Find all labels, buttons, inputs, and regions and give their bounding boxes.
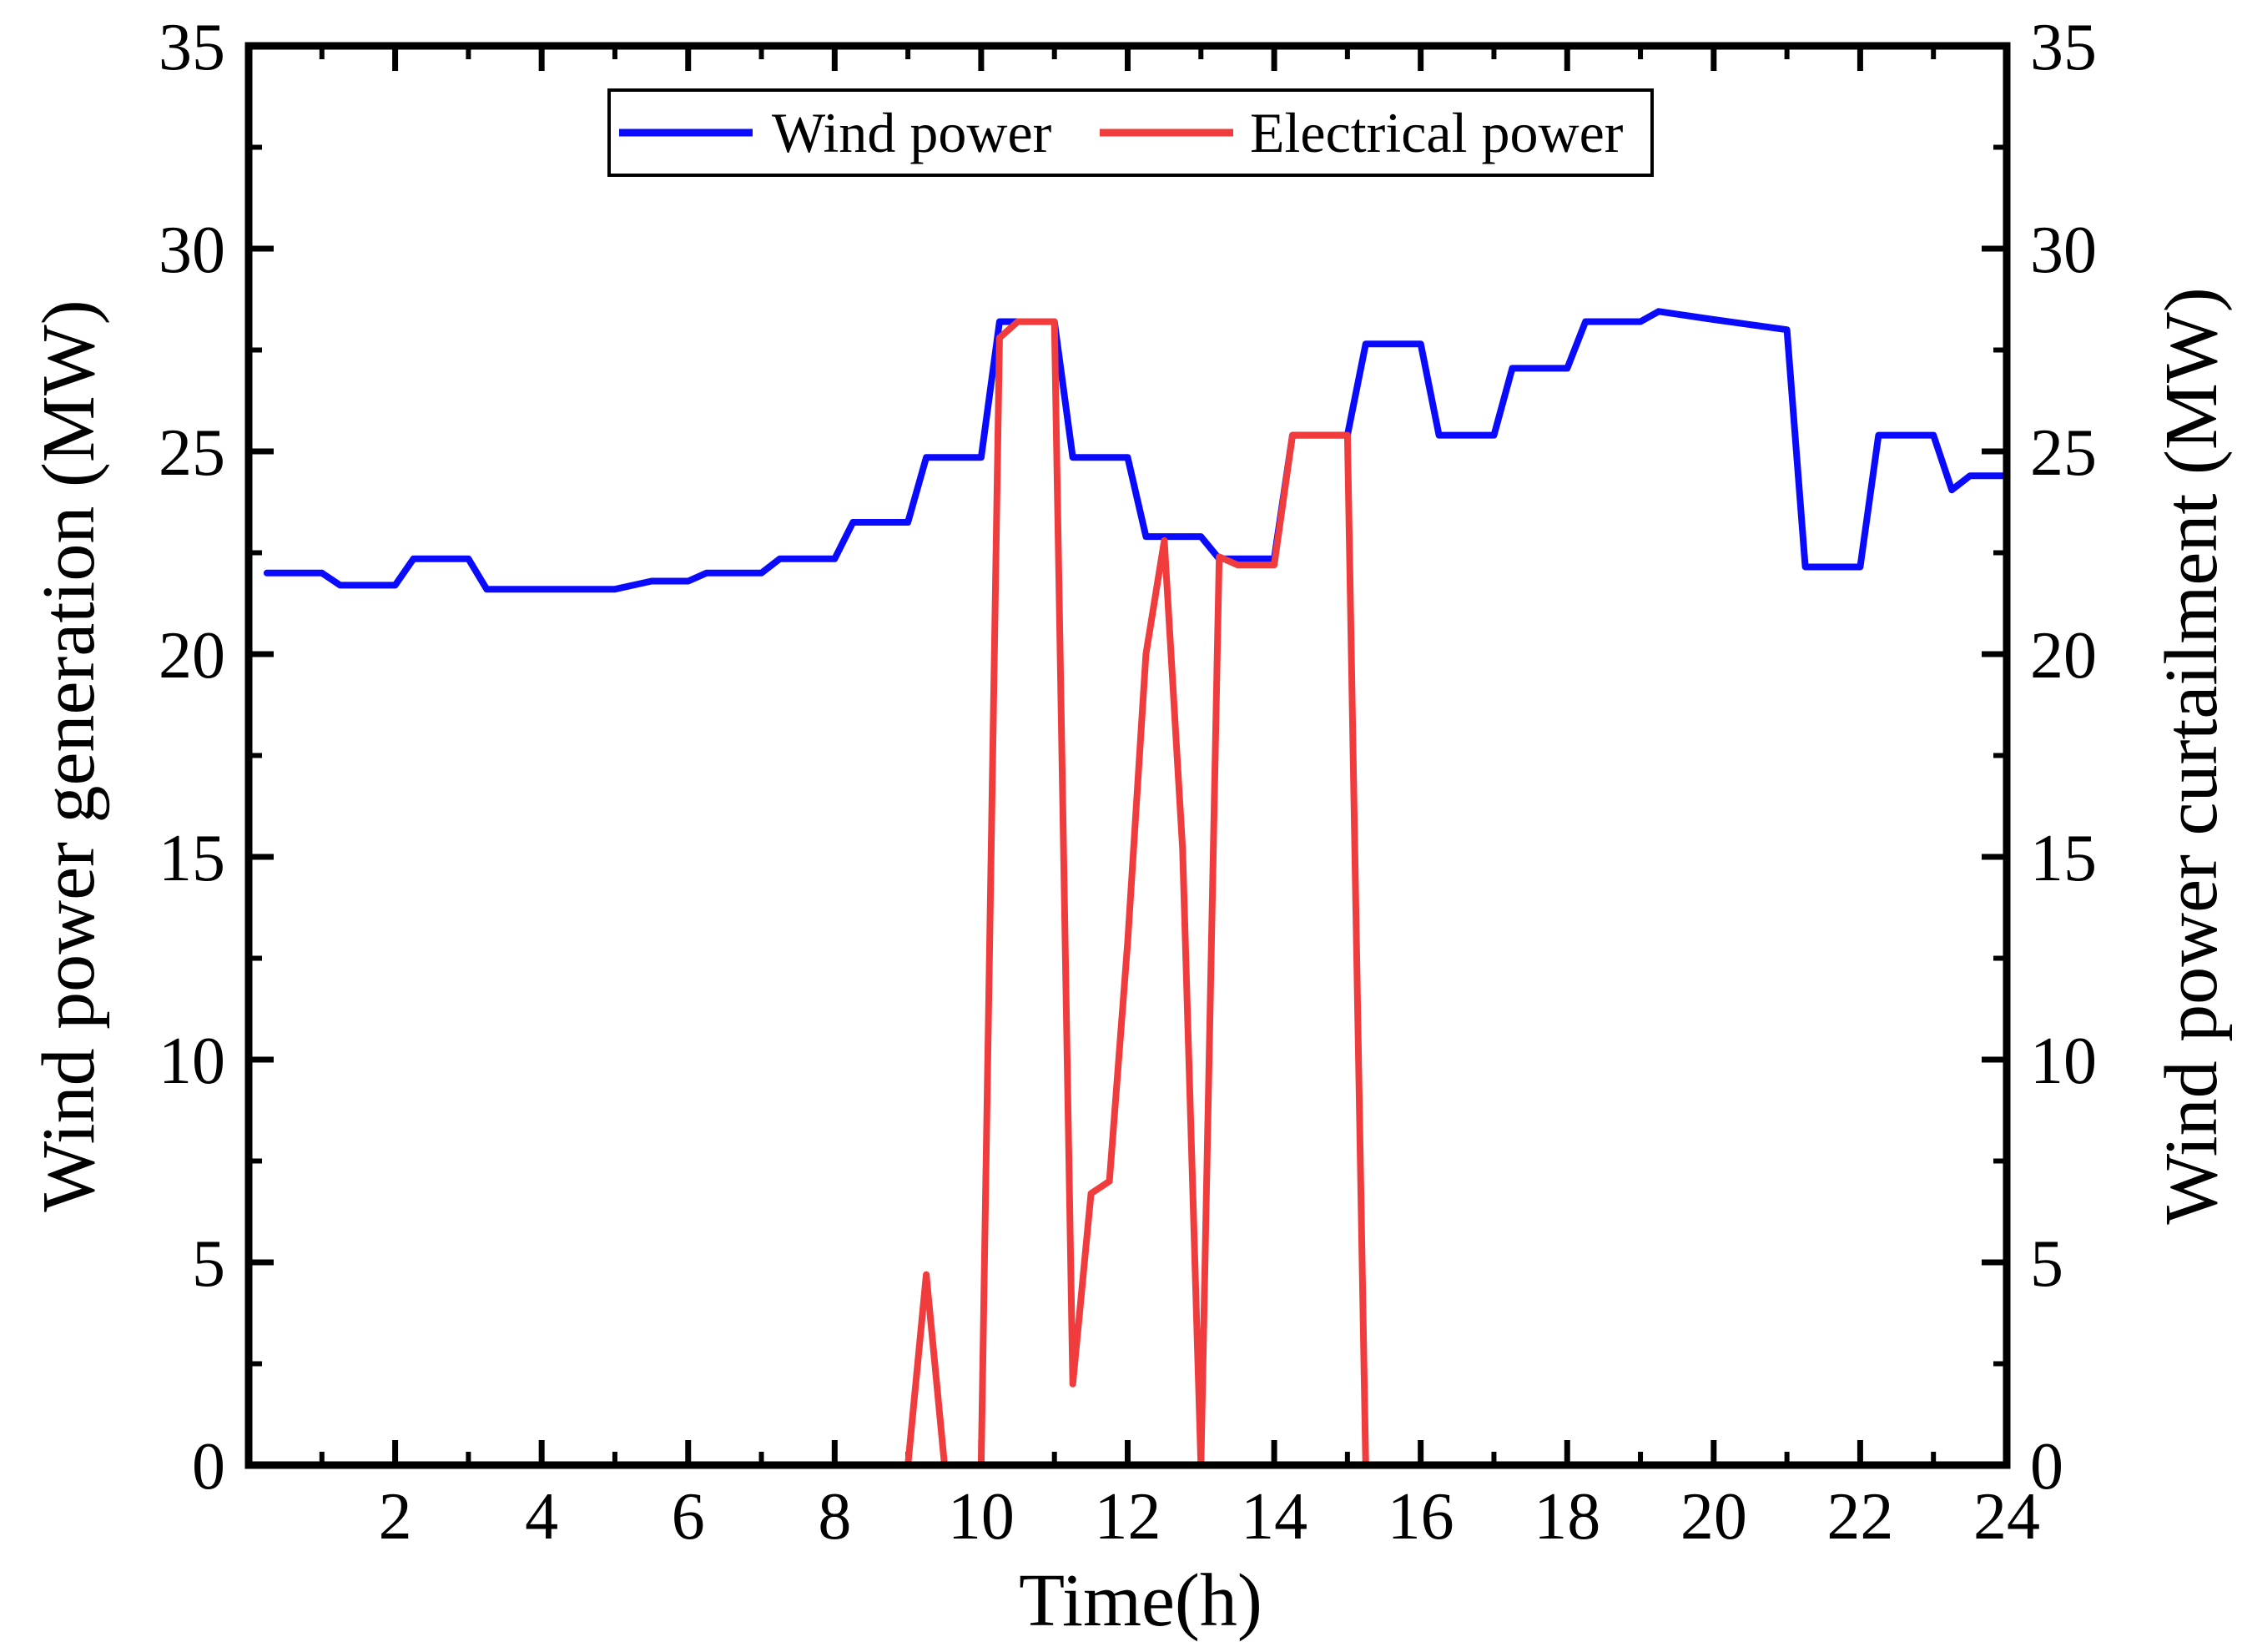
plot-frame — [244, 42, 2011, 1469]
y-tick-label-left-35: 35 — [159, 11, 225, 84]
y-tick-label-left-10: 10 — [159, 1025, 225, 1098]
series-lines — [263, 308, 2010, 1468]
y-tick-label-left-0: 0 — [192, 1430, 225, 1503]
y-tick-label-right-35: 35 — [2030, 11, 2097, 84]
x-tick-label-18: 18 — [1534, 1480, 1600, 1554]
y-tick-label-left-25: 25 — [159, 416, 225, 490]
y-tick-label-right-5: 5 — [2030, 1227, 2063, 1301]
y-tick-label-right-25: 25 — [2030, 416, 2097, 490]
y-tick-label-right-15: 15 — [2030, 822, 2097, 895]
x-tick-label-4: 4 — [525, 1480, 558, 1554]
x-tick-label-24: 24 — [1973, 1480, 2040, 1554]
x-tick-label-8: 8 — [818, 1480, 851, 1554]
x-tick-label-2: 2 — [379, 1480, 412, 1554]
x-tick-label-20: 20 — [1680, 1480, 1747, 1554]
y-tick-label-left-30: 30 — [159, 214, 225, 287]
y-tick-label-left-5: 5 — [192, 1227, 225, 1301]
y-tick-label-right-20: 20 — [2030, 619, 2097, 693]
x-tick-label-12: 12 — [1095, 1480, 1161, 1554]
x-tick-label-14: 14 — [1241, 1480, 1307, 1554]
series-line-electrical-power — [904, 318, 1369, 1468]
legend-label-electrical-power: Electrical power — [1250, 101, 1624, 164]
y-tick-label-left-15: 15 — [159, 822, 225, 895]
legend-label-wind-power: Wind power — [772, 101, 1052, 164]
y-tick-label-left-20: 20 — [159, 619, 225, 693]
x-tick-label-6: 6 — [672, 1480, 705, 1554]
y-tick-label-right-10: 10 — [2030, 1025, 2097, 1098]
y-axis-title-left: Wind power generation (MW) — [28, 300, 110, 1212]
legend: Wind power Electrical power — [607, 88, 1654, 177]
series-line-wind-power — [263, 308, 2010, 593]
x-tick-label-22: 22 — [1826, 1480, 1893, 1554]
x-axis-title: Time(h) — [1019, 1559, 1262, 1642]
x-tick-label-10: 10 — [948, 1480, 1015, 1554]
y-axis-title-right: Wind power curtailment (MW) — [2150, 287, 2233, 1225]
y-tick-label-right-30: 30 — [2030, 214, 2097, 287]
y-tick-label-right-0: 0 — [2030, 1430, 2063, 1503]
x-tick-label-16: 16 — [1388, 1480, 1454, 1554]
